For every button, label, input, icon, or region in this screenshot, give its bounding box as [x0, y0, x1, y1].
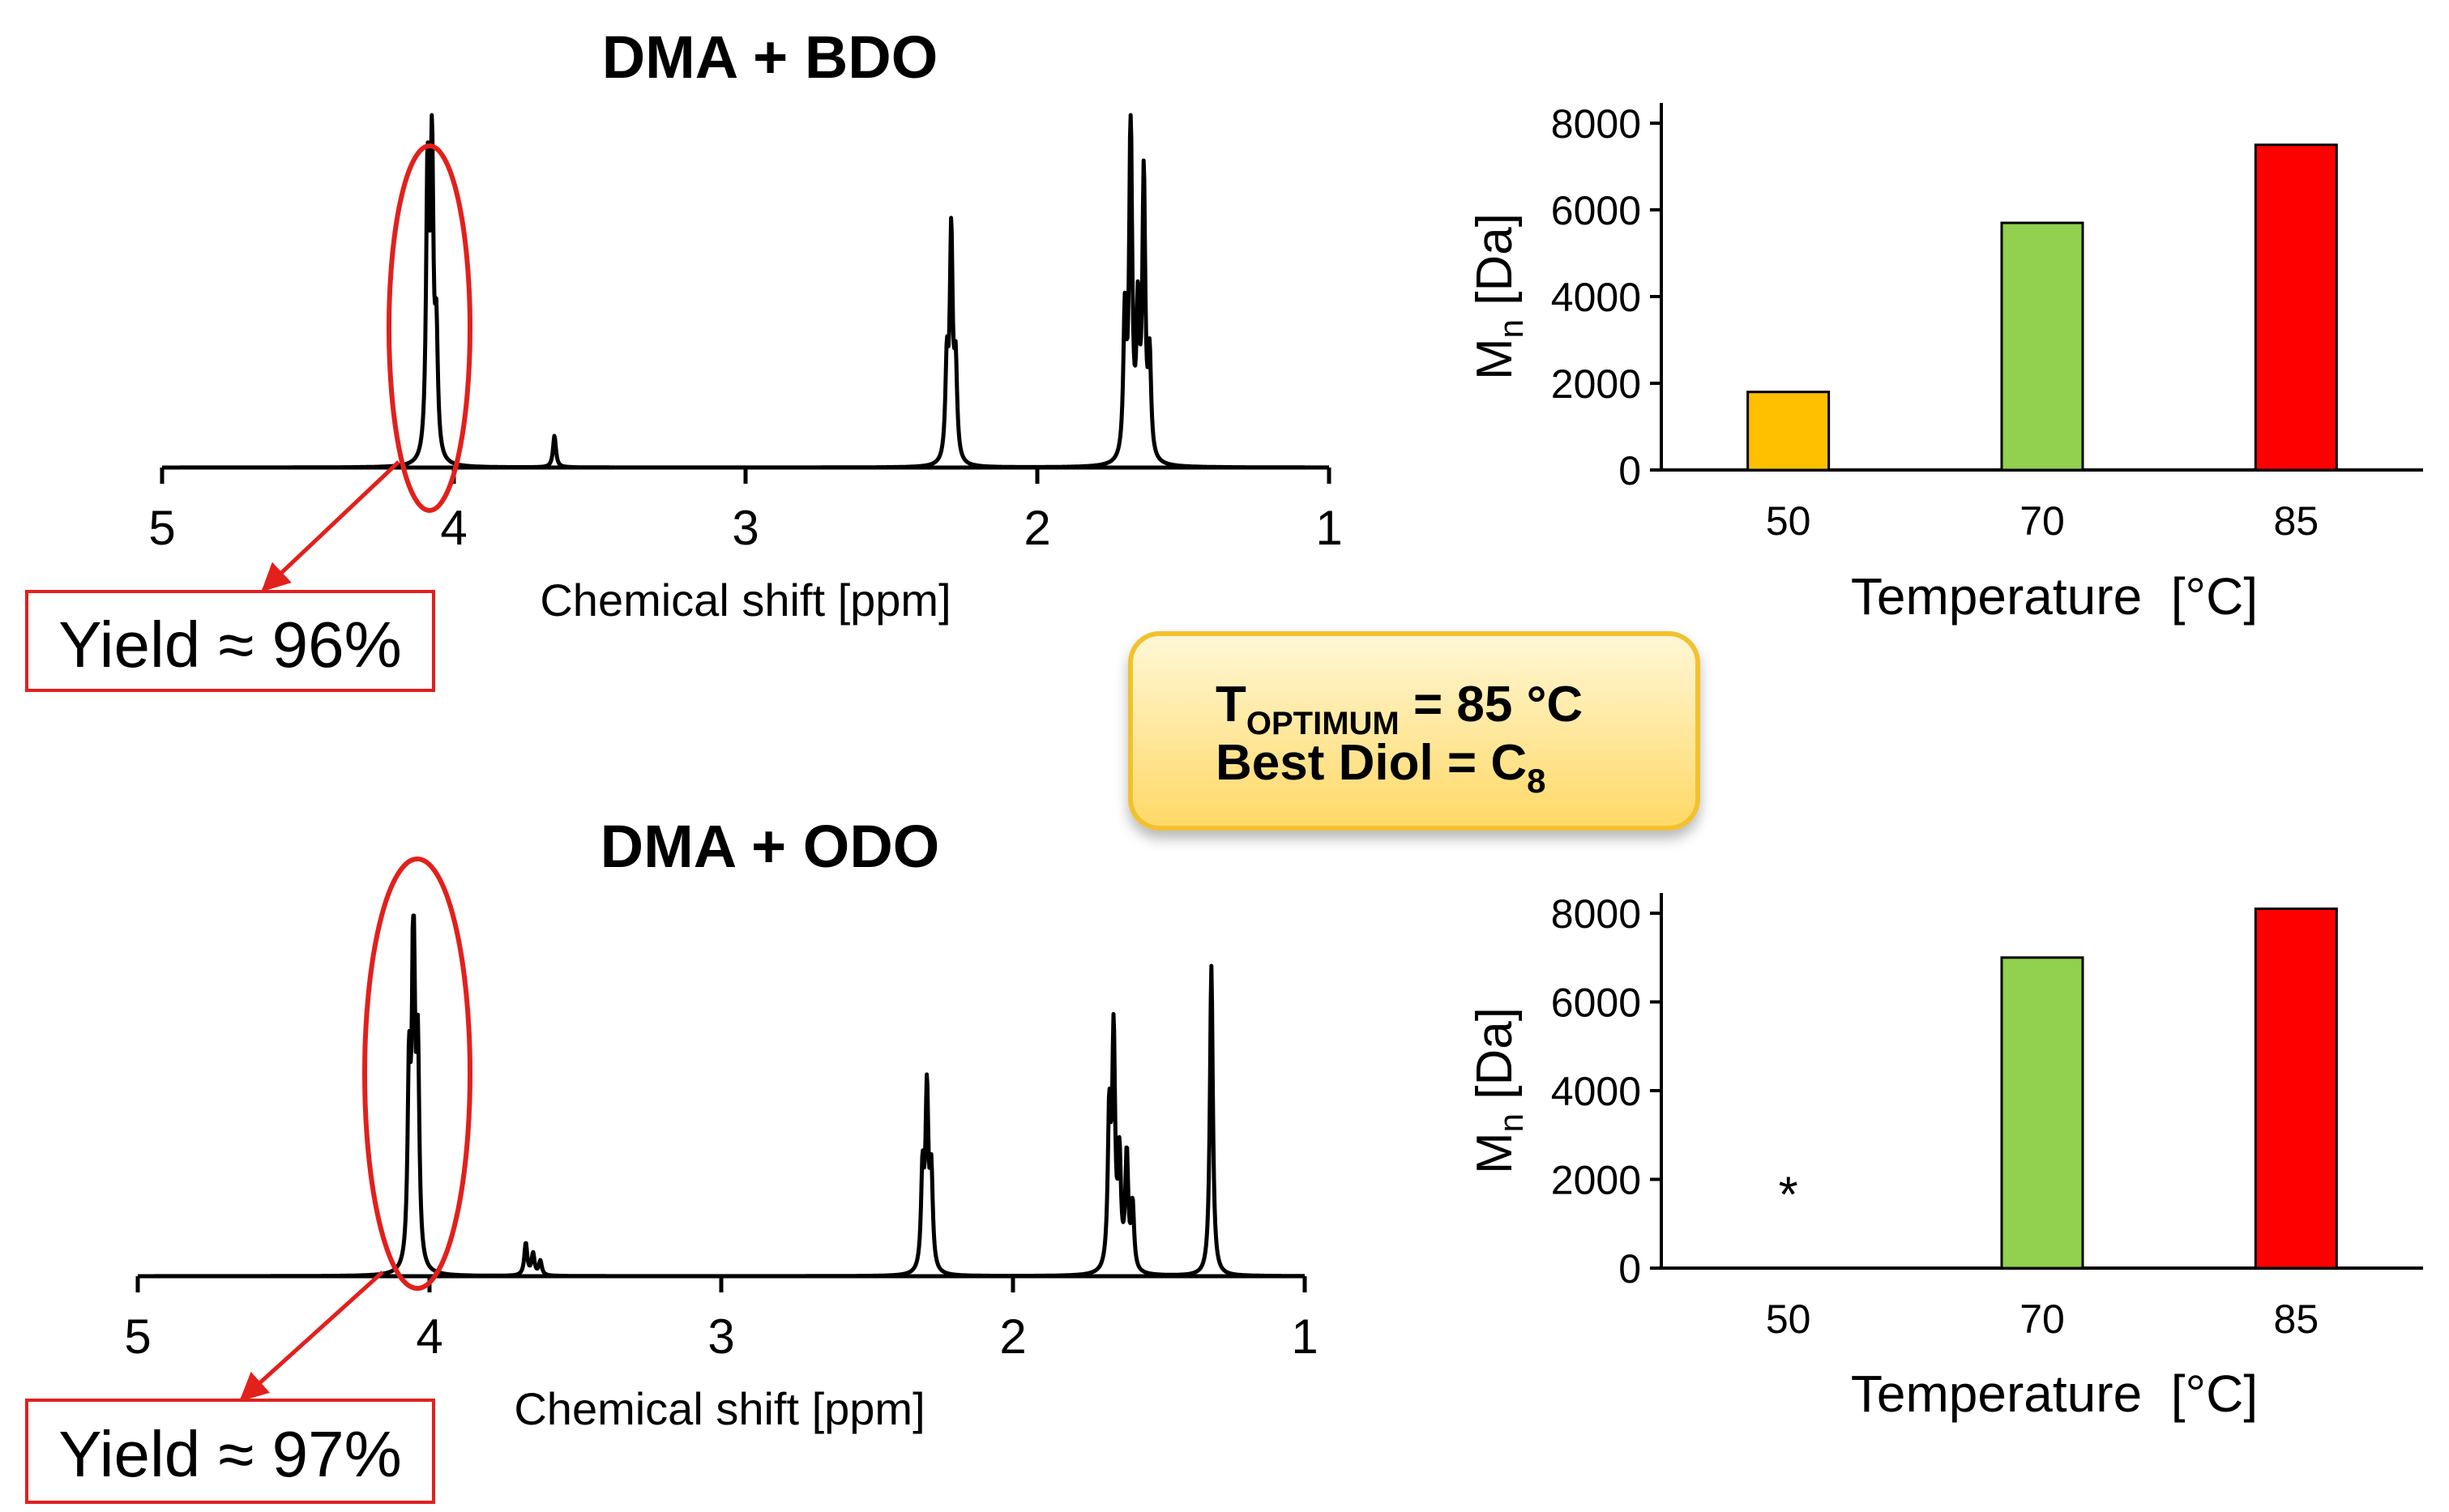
- x-axis-label: Temperature [°C]: [1851, 567, 2258, 626]
- y-tick-label: 2000: [1551, 361, 1641, 407]
- x-tick-label: 1: [1291, 1309, 1318, 1364]
- x-tick-label: 5: [124, 1309, 151, 1364]
- bar-70: [2000, 221, 2084, 472]
- y-tick-label: 6000: [1551, 980, 1641, 1026]
- x-axis-label: Chemical shift [ppm]: [540, 574, 951, 626]
- y-tick-label: 4000: [1551, 1069, 1641, 1114]
- x-tick-label: 5: [148, 501, 175, 555]
- y-tick-label: 0: [1618, 1246, 1641, 1292]
- y-tick-label: 8000: [1551, 891, 1641, 937]
- callout-box: [1128, 631, 1700, 831]
- y-tick-label: 4000: [1551, 275, 1641, 320]
- y-tick-label: 6000: [1551, 188, 1641, 233]
- x-tick-label: 4: [416, 1309, 442, 1364]
- x-tick-label: 3: [707, 1309, 734, 1364]
- annotation-asterisk: *: [1779, 1168, 1798, 1224]
- nmr-spectrum-odo: DMA + ODO 5 4 3 2 1 Chemical shift [ppm] Yie…: [25, 813, 1319, 1504]
- spectrum-line: [136, 913, 1306, 1279]
- yield-box: [25, 590, 435, 692]
- x-tick-label: 3: [732, 501, 759, 555]
- x-axis-label: Temperature [°C]: [1851, 1365, 2258, 1423]
- yield-label: Yield ≈ 96%: [58, 609, 401, 681]
- x-tick-label: 2: [1024, 501, 1050, 555]
- x-ticks: 5 4 3 2 1: [148, 468, 1343, 555]
- best-diol: Best Diol = C8: [1216, 735, 1546, 800]
- bar-50: [1746, 391, 1831, 472]
- mn-bar-chart-odo: 0 2000 4000 6000 8000 50 70 85 * Mn [Da] Tempera…: [1467, 891, 2423, 1423]
- y-tick-label: 8000: [1551, 101, 1641, 147]
- optimum-temperature: TOPTIMUM = 85 °C: [1216, 677, 1583, 741]
- bar-plot: 0 2000 4000 6000 8000 50 70 85: [1551, 101, 2423, 544]
- y-tick-label: 2000: [1551, 1158, 1641, 1203]
- bar-85: [2254, 908, 2338, 1270]
- optimum-callout: TOPTIMUM = 85 °C Best Diol = C8: [1128, 631, 1700, 831]
- x-tick-label: 85: [2274, 1296, 2319, 1342]
- yield-box: [25, 1399, 435, 1504]
- x-tick-label: 50: [1766, 1296, 1811, 1342]
- yield-arrow: [261, 460, 400, 592]
- x-tick-label: 50: [1766, 498, 1811, 544]
- x-tick-label: 1: [1315, 501, 1342, 555]
- y-axis-label: Mn [Da]: [1467, 213, 1530, 380]
- yield-label: Yield ≈ 97%: [58, 1418, 401, 1490]
- x-tick-label: 70: [2019, 498, 2065, 544]
- x-tick-label: 2: [999, 1309, 1026, 1364]
- bar-plot: 0 2000 4000 6000 8000 50 70 85 *: [1551, 891, 2423, 1342]
- yield-arrow: [239, 1271, 384, 1402]
- mn-bar-chart-bdo: 0 2000 4000 6000 8000 50 70 85 Mn [Da] Temperat…: [1467, 101, 2423, 626]
- x-tick-label: 4: [440, 501, 467, 555]
- highlight-ellipse: [387, 143, 472, 513]
- x-axis-label: Chemical shift [ppm]: [514, 1383, 925, 1434]
- bar-70: [2000, 956, 2084, 1270]
- nmr-spectrum-bdo: DMA + BDO 5 4 3 2 1 Chemical shift [ppm] Yie…: [25, 23, 1343, 692]
- y-tick-label: 0: [1618, 448, 1641, 493]
- x-ticks: 5 4 3 2 1: [124, 1276, 1319, 1364]
- nmr-title: DMA + ODO: [600, 813, 940, 880]
- bar-85: [2254, 143, 2338, 472]
- y-axis-label: Mn [Da]: [1467, 1007, 1530, 1174]
- spectrum-line: [160, 113, 1331, 470]
- highlight-ellipse: [362, 856, 472, 1291]
- x-tick-label: 70: [2019, 1296, 2065, 1342]
- nmr-title: DMA + BDO: [602, 23, 938, 91]
- x-tick-label: 85: [2274, 498, 2319, 544]
